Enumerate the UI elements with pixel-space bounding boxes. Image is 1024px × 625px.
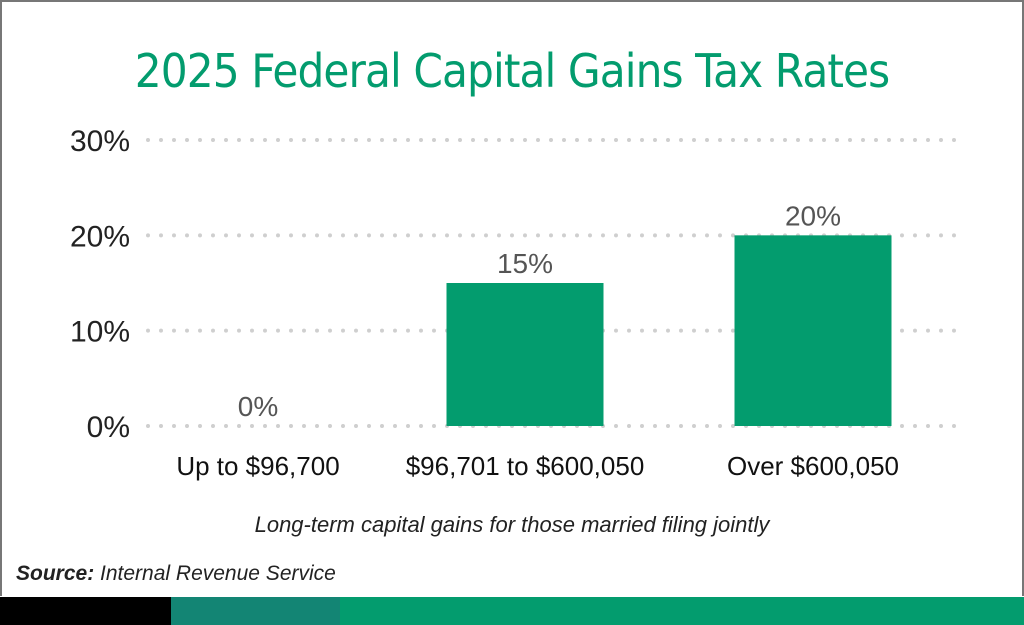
footer-band-green	[340, 597, 1024, 625]
chart-subtitle: Long-term capital gains for those marrie…	[254, 512, 770, 537]
source-note: Source: Internal Revenue Service	[16, 562, 336, 586]
y-tick-label: 10%	[70, 316, 130, 349]
source-label: Source:	[16, 562, 95, 585]
source-text: Internal Revenue Service	[100, 562, 336, 585]
footer-band-black	[0, 597, 171, 625]
chart-title: 2025 Federal Capital Gains Tax Rates	[134, 44, 890, 98]
bar	[734, 235, 892, 426]
data-label: 0%	[238, 391, 278, 422]
footer-band-teal	[171, 597, 340, 625]
x-tick-label: $96,701 to $600,050	[406, 451, 645, 481]
chart-frame	[0, 0, 1024, 596]
x-tick-label: Over $600,050	[727, 451, 899, 481]
data-label: 15%	[497, 248, 553, 279]
data-label: 20%	[785, 200, 841, 231]
y-tick-label: 0%	[87, 411, 130, 444]
y-tick-label: 20%	[70, 220, 130, 253]
bar	[446, 283, 604, 426]
x-tick-label: Up to $96,700	[176, 451, 339, 481]
y-tick-label: 30%	[70, 125, 130, 158]
